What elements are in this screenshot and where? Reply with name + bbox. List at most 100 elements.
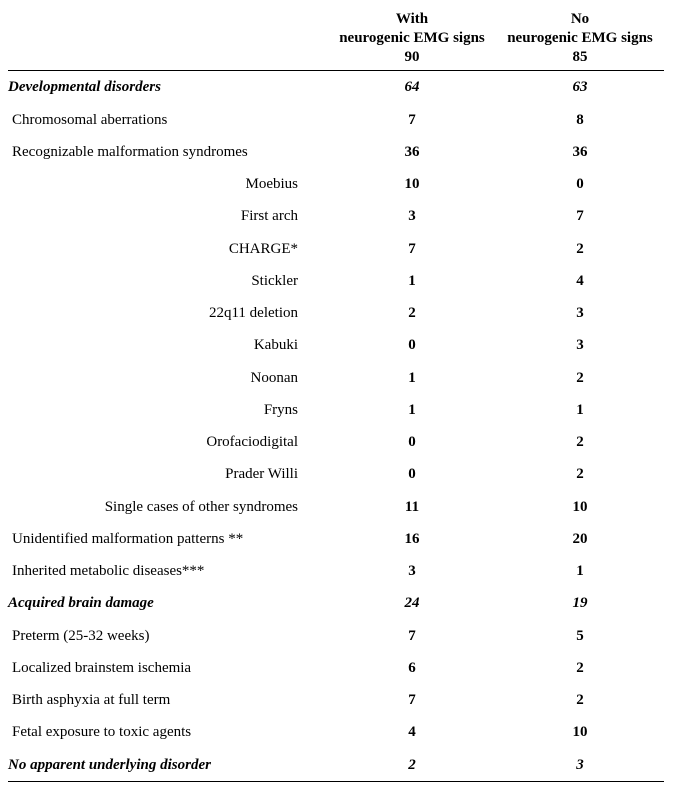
header-col1-line3: 90	[405, 49, 420, 65]
table-row: Unidentified malformation patterns **162…	[8, 523, 664, 555]
value-col-1: 36	[328, 136, 496, 168]
value-col-2: 36	[496, 136, 664, 168]
row-sub2-text: Fryns	[8, 400, 298, 420]
value-col-2: 2	[496, 458, 664, 490]
table-row: Orofaciodigital02	[8, 426, 664, 458]
row-sub1-label: Birth asphyxia at full term	[8, 684, 328, 716]
bottom-rule	[8, 781, 664, 782]
header-empty	[8, 10, 328, 70]
row-section-label: No apparent underlying disorder	[8, 749, 328, 782]
value-col-2: 2	[496, 362, 664, 394]
header-col2-line3: 85	[573, 49, 588, 65]
value-col-2: 2	[496, 652, 664, 684]
value-col-1: 6	[328, 652, 496, 684]
table-row: Fryns11	[8, 394, 664, 426]
table-row: Developmental disorders6463	[8, 71, 664, 104]
header-col-2: No neurogenic EMG signs 85	[496, 10, 664, 70]
table-row: Inherited metabolic diseases***31	[8, 555, 664, 587]
header-col-1: With neurogenic EMG signs 90	[328, 10, 496, 70]
table-row: Birth asphyxia at full term72	[8, 684, 664, 716]
value-col-1: 11	[328, 491, 496, 523]
table-row: 22q11 deletion23	[8, 297, 664, 329]
table-row: Noonan12	[8, 362, 664, 394]
value-col-2: 5	[496, 620, 664, 652]
value-col-1: 64	[328, 71, 496, 104]
value-col-2: 0	[496, 168, 664, 200]
row-sub1-label: Fetal exposure to toxic agents	[8, 716, 328, 748]
table-row: Preterm (25-32 weeks)75	[8, 620, 664, 652]
row-sub2-text: Stickler	[8, 271, 298, 291]
value-col-2: 2	[496, 233, 664, 265]
value-col-1: 16	[328, 523, 496, 555]
row-sub2-label: Orofaciodigital	[8, 426, 328, 458]
value-col-2: 10	[496, 716, 664, 748]
row-sub2-text: 22q11 deletion	[8, 303, 298, 323]
value-col-1: 3	[328, 555, 496, 587]
row-sub2-text: Single cases of other syndromes	[8, 497, 298, 517]
table-row: Recognizable malformation syndromes3636	[8, 136, 664, 168]
table-row: Kabuki03	[8, 329, 664, 361]
row-sub2-label: Stickler	[8, 265, 328, 297]
value-col-2: 10	[496, 491, 664, 523]
table-row: No apparent underlying disorder23	[8, 749, 664, 782]
header-col2-line2: neurogenic EMG signs	[507, 30, 653, 46]
row-sub2-label: Noonan	[8, 362, 328, 394]
value-col-2: 3	[496, 329, 664, 361]
table-row: Prader Willi 02	[8, 458, 664, 490]
value-col-1: 0	[328, 426, 496, 458]
row-sub2-label: Moebius	[8, 168, 328, 200]
row-sub2-text: Prader Willi	[8, 464, 298, 484]
row-sub2-label: CHARGE*	[8, 233, 328, 265]
row-sub2-label: Kabuki	[8, 329, 328, 361]
row-sub1-label: Chromosomal aberrations	[8, 104, 328, 136]
value-col-2: 63	[496, 71, 664, 104]
value-col-1: 3	[328, 200, 496, 232]
row-sub2-label: First arch	[8, 200, 328, 232]
table-container: With neurogenic EMG signs 90 No neurogen…	[0, 0, 684, 792]
row-sub1-label: Unidentified malformation patterns **	[8, 523, 328, 555]
row-sub2-label: Prader Willi	[8, 458, 328, 490]
value-col-1: 0	[328, 329, 496, 361]
row-sub2-label: 22q11 deletion	[8, 297, 328, 329]
value-col-1: 7	[328, 233, 496, 265]
table-row: Localized brainstem ischemia62	[8, 652, 664, 684]
value-col-2: 3	[496, 297, 664, 329]
value-col-1: 7	[328, 104, 496, 136]
value-col-2: 20	[496, 523, 664, 555]
data-table: With neurogenic EMG signs 90 No neurogen…	[8, 10, 664, 782]
table-row: Acquired brain damage2419	[8, 587, 664, 619]
value-col-1: 2	[328, 749, 496, 782]
table-row: First arch 37	[8, 200, 664, 232]
value-col-2: 7	[496, 200, 664, 232]
value-col-1: 1	[328, 265, 496, 297]
row-sub1-label: Recognizable malformation syndromes	[8, 136, 328, 168]
value-col-1: 7	[328, 684, 496, 716]
row-sub1-label: Preterm (25-32 weeks)	[8, 620, 328, 652]
table-row: CHARGE* 72	[8, 233, 664, 265]
value-col-1: 4	[328, 716, 496, 748]
header-col1-line2: neurogenic EMG signs	[339, 30, 485, 46]
row-sub2-text: Moebius	[8, 174, 298, 194]
value-col-2: 1	[496, 555, 664, 587]
row-sub2-text: Noonan	[8, 368, 298, 388]
row-sub1-label: Inherited metabolic diseases***	[8, 555, 328, 587]
table-row: Stickler14	[8, 265, 664, 297]
row-section-label: Acquired brain damage	[8, 587, 328, 619]
value-col-2: 2	[496, 426, 664, 458]
value-col-1: 10	[328, 168, 496, 200]
value-col-2: 19	[496, 587, 664, 619]
value-col-1: 7	[328, 620, 496, 652]
table-row: Moebius 100	[8, 168, 664, 200]
table-row: Single cases of other syndromes 1110	[8, 491, 664, 523]
row-sub2-text: First arch	[8, 206, 298, 226]
table-body: Developmental disorders6463Chromosomal a…	[8, 71, 664, 782]
row-sub2-label: Fryns	[8, 394, 328, 426]
value-col-2: 1	[496, 394, 664, 426]
header-col1-line1: With	[396, 11, 428, 27]
value-col-2: 2	[496, 684, 664, 716]
value-col-2: 3	[496, 749, 664, 782]
value-col-2: 8	[496, 104, 664, 136]
row-sub2-text: CHARGE*	[8, 239, 298, 259]
row-sub2-label: Single cases of other syndromes	[8, 491, 328, 523]
value-col-1: 0	[328, 458, 496, 490]
